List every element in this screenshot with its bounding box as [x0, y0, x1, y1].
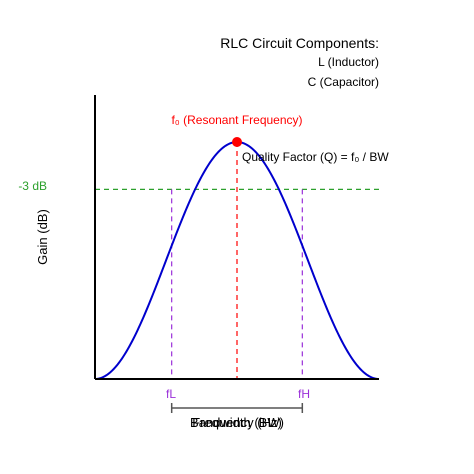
fh-label: fH — [298, 387, 310, 401]
bandwidth-label: Bandwidth (BW) — [190, 415, 284, 430]
y-axis-label: Gain (dB) — [35, 209, 50, 265]
x-axis-label: Frequency (Hz) — [192, 415, 282, 430]
legend: RLC Circuit Components: L (Inductor) C (… — [220, 35, 379, 89]
plot-marks — [94, 137, 380, 413]
resonant-frequency-label: f₀ (Resonant Frequency) — [171, 113, 302, 127]
quality-factor-annotation: Quality Factor (Q) = f₀ / BW — [242, 150, 389, 164]
cutoff-label: -3 dB — [18, 179, 47, 193]
legend-item-capacitor: C (Capacitor) — [308, 75, 379, 89]
legend-item-inductor: L (Inductor) — [318, 55, 379, 69]
resonant-point — [232, 137, 242, 147]
legend-title: RLC Circuit Components: — [220, 35, 379, 51]
fl-label: fL — [166, 387, 176, 401]
